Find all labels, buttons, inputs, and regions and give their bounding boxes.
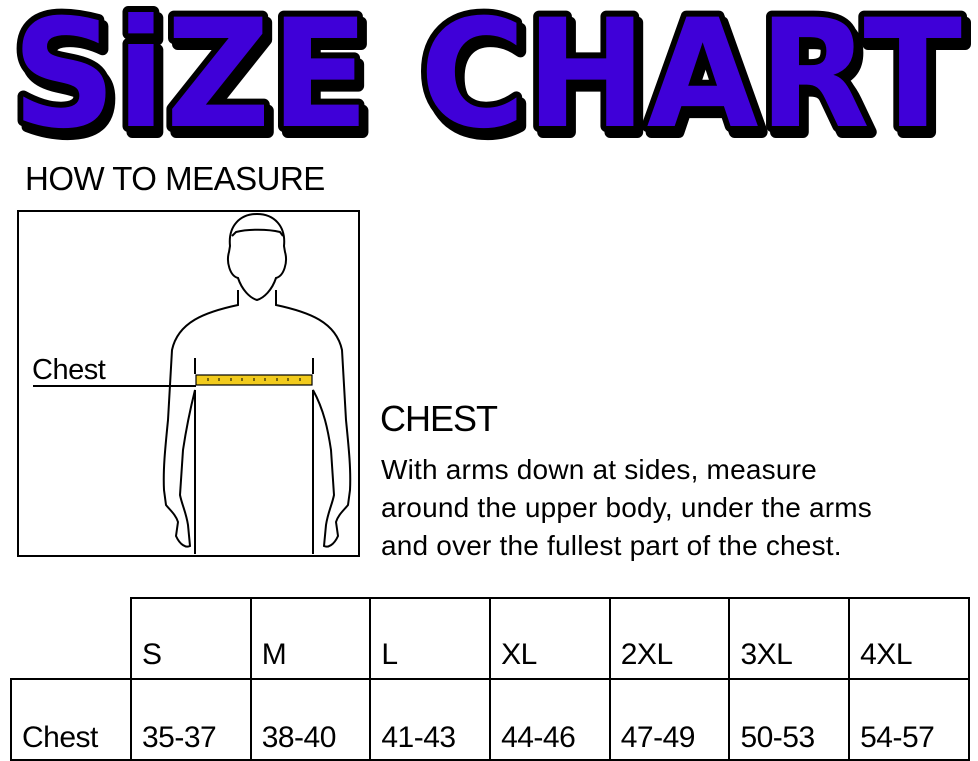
- chest-heading: CHEST: [380, 398, 498, 439]
- instruction-line: and over the fullest part of the chest.: [381, 530, 842, 561]
- size-header-cell: 2XL: [608, 597, 731, 680]
- size-header-cell: M: [249, 597, 372, 680]
- instruction-line: With arms down at sides, measure: [381, 454, 817, 485]
- title-text: SiZE CHART: [12, 0, 962, 162]
- measurement-cell: 50-53: [728, 678, 851, 761]
- measurement-cell: 41-43: [369, 678, 492, 761]
- row-label-cell: Chest: [10, 678, 132, 761]
- measurement-cell: 47-49: [608, 678, 731, 761]
- how-to-measure-heading: HOW TO MEASURE: [25, 160, 325, 197]
- size-header-row: S M L XL 2XL 3XL 4XL: [11, 597, 970, 680]
- chest-instructions: With arms down at sides, measure around …: [381, 451, 978, 565]
- table-row: Chest 35-37 38-40 41-43 44-46 47-49 50-5…: [10, 678, 970, 761]
- size-header-cell: L: [369, 597, 492, 680]
- measurement-cell: 44-46: [489, 678, 611, 761]
- measurement-cell: 38-40: [249, 678, 372, 761]
- size-header-cell: 4XL: [848, 597, 970, 680]
- size-chart-title: SiZE CHART: [6, 0, 968, 168]
- size-header-cell: XL: [489, 597, 611, 680]
- empty-corner-cell: [11, 598, 131, 680]
- size-header-cell: 3XL: [728, 597, 851, 680]
- measurement-cell: 35-37: [130, 678, 252, 761]
- measurement-cell: 54-57: [848, 678, 970, 761]
- figure-chest-label: Chest: [32, 354, 106, 386]
- measure-figure-box: [17, 210, 360, 557]
- size-header-cell: S: [130, 597, 252, 680]
- instruction-line: around the upper body, under the arms: [381, 492, 872, 523]
- size-table: S M L XL 2XL 3XL 4XL Chest 35-37 38-40 4…: [10, 597, 970, 761]
